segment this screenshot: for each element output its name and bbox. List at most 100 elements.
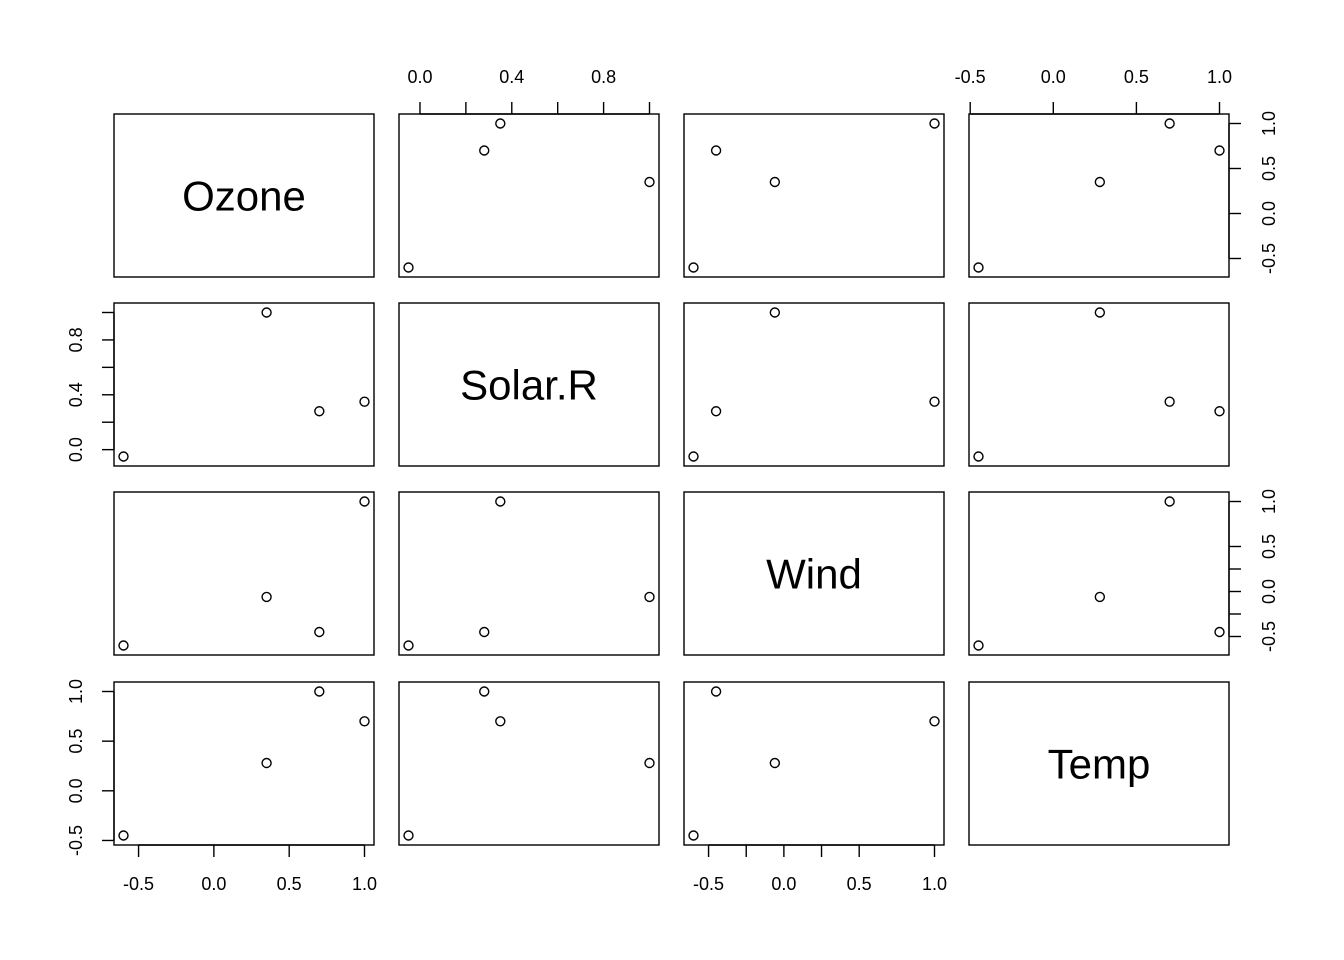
panel-Solar.R-vs-Ozone [113, 302, 375, 467]
data-point [359, 496, 370, 507]
tick-label: 0.8 [591, 67, 616, 87]
data-point [118, 451, 129, 462]
panel-frame [683, 681, 945, 846]
panel-Wind-vs-Ozone [113, 491, 375, 656]
tick-label: 1.0 [922, 874, 947, 894]
data-point [403, 830, 414, 841]
panel-frame [398, 681, 660, 846]
panel-Temp-vs-Ozone [113, 681, 375, 846]
variable-label-Wind: Wind [766, 551, 862, 598]
tick-label: 0.5 [847, 874, 872, 894]
tick-label: 0.5 [1124, 67, 1149, 87]
data-point [479, 145, 490, 156]
tick-label: 0.0 [201, 874, 226, 894]
data-point [644, 757, 655, 769]
panel-Temp-vs-Solar.R [398, 681, 660, 846]
data-point [403, 262, 414, 273]
left-axis-Temp: -0.5 0.0 0.5 1.0 [66, 679, 115, 856]
panel-Solar.R-vs-Temp [968, 302, 1230, 467]
data-point [1164, 396, 1175, 407]
data-point [1164, 496, 1175, 507]
tick-label: -0.5 [1259, 621, 1279, 652]
data-point [1094, 307, 1106, 318]
tick-label: 1.0 [66, 679, 86, 704]
data-point [495, 496, 506, 507]
tick-label: -0.5 [1259, 243, 1279, 274]
tick-label: 0.0 [771, 874, 796, 894]
data-point [769, 757, 781, 769]
data-point [403, 640, 414, 651]
data-point [1214, 406, 1225, 417]
panel-frame [398, 491, 660, 656]
panel-Wind-vs-Temp [968, 491, 1230, 656]
data-point [1094, 176, 1106, 188]
data-point [1164, 118, 1175, 129]
tick-label: -0.5 [123, 874, 154, 894]
right-axis-Ozone: -0.5 0.0 0.5 1.0 [1228, 111, 1279, 274]
tick-label: 1.0 [1259, 111, 1279, 136]
tick-label: 1.0 [1259, 489, 1279, 514]
data-point [644, 176, 655, 188]
data-point [261, 307, 272, 318]
tick-label: 0.0 [1259, 201, 1279, 226]
data-point [261, 757, 272, 769]
panel-Ozone-vs-Solar.R [398, 113, 660, 278]
left-axis-Solar.R: 0.0 0.4 0.8 [66, 311, 115, 462]
tick-label: 0.0 [1259, 579, 1279, 604]
data-point [314, 406, 325, 417]
tick-label: -0.5 [66, 825, 86, 856]
tick-label: 0.0 [66, 778, 86, 803]
data-point [973, 451, 984, 462]
panel-Ozone-vs-Temp [968, 113, 1230, 278]
data-point [118, 830, 129, 841]
panel-frame [968, 302, 1230, 467]
panel-frame [968, 681, 1230, 846]
data-point [973, 262, 984, 273]
data-point [1214, 145, 1225, 156]
panel-frame [113, 302, 375, 467]
bottom-axis-Ozone: -0.5 0.0 0.5 1.0 [123, 844, 377, 894]
panel-frame [113, 491, 375, 656]
panel-frame [683, 302, 945, 467]
right-axis-Wind: -0.5 0.0 0.5 1.0 [1228, 489, 1279, 652]
bottom-axis-Wind: -0.5 0.0 0.5 1.0 [693, 844, 947, 894]
data-point [314, 626, 325, 638]
tick-label: 0.5 [1259, 534, 1279, 559]
panel-Temp-vs-Wind [683, 681, 945, 846]
data-point [359, 716, 370, 727]
tick-label: 1.0 [1207, 67, 1232, 87]
panel-frame [398, 113, 660, 278]
panel-frame [113, 681, 375, 846]
variable-label-Ozone: Ozone [182, 173, 306, 220]
panel-Solar.R-vs-Wind [683, 302, 945, 467]
data-point [688, 262, 699, 273]
data-point [1214, 626, 1225, 638]
data-point [479, 686, 490, 697]
data-point [929, 396, 940, 407]
tick-label: 0.8 [66, 327, 86, 352]
panel-frame [398, 302, 660, 467]
data-point [314, 686, 325, 697]
data-point [710, 686, 722, 697]
data-point [1094, 591, 1106, 603]
data-point [688, 451, 699, 462]
tick-label: 0.0 [407, 67, 432, 87]
data-point [973, 640, 984, 651]
top-axis-Solar.R: 0.0 0.4 0.8 [407, 67, 651, 115]
data-point [495, 716, 506, 727]
data-point [710, 406, 722, 417]
data-point [929, 118, 940, 129]
panel-frame [683, 113, 945, 278]
data-point [769, 307, 781, 318]
panel-frame [683, 491, 945, 656]
panel-Temp-vs-Temp: Temp [968, 681, 1230, 846]
data-point [929, 716, 940, 727]
panel-frame [968, 491, 1230, 656]
data-point [479, 626, 490, 638]
data-point [710, 145, 722, 156]
variable-label-Solar.R: Solar.R [460, 362, 598, 409]
tick-label: 0.4 [66, 382, 86, 407]
data-point [359, 396, 370, 407]
tick-label: 0.4 [499, 67, 524, 87]
